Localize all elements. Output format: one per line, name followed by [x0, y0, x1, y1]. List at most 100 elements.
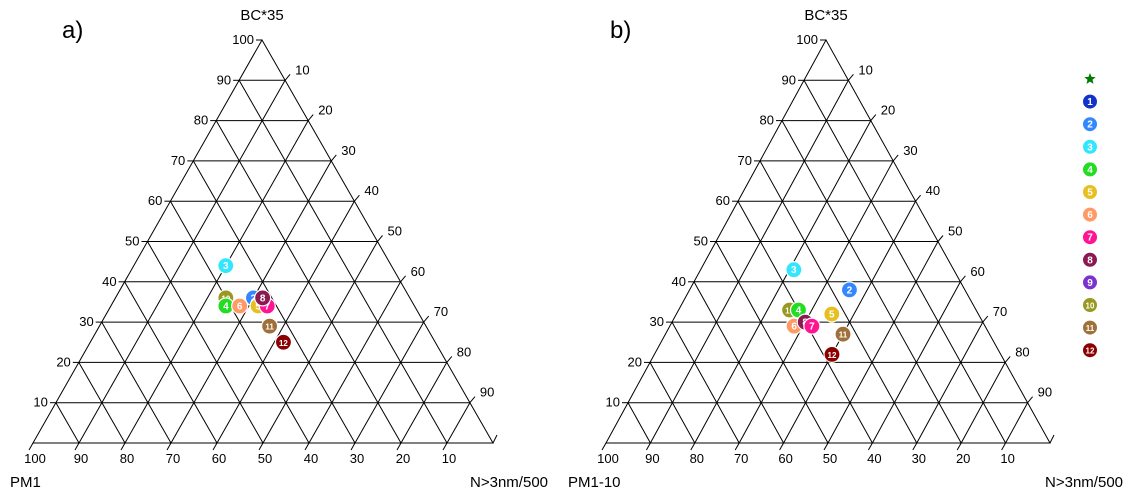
gridline-pm: [147, 241, 264, 444]
tick-label-bc: 10: [33, 395, 47, 410]
tick-right: [982, 315, 989, 323]
gridline-n: [960, 362, 1006, 444]
legend-marker-11: [1083, 320, 1097, 335]
data-point-12: [823, 345, 841, 363]
tick-label-pm: 30: [912, 451, 926, 466]
tick-bottom: [350, 442, 356, 451]
tick-bottom: [120, 442, 126, 451]
tick-label-bc: 80: [194, 113, 208, 128]
data-point-label: 7: [264, 301, 270, 312]
tick-right: [492, 434, 498, 444]
tick-label-n: 70: [434, 304, 448, 319]
legend-label: 8: [1087, 255, 1093, 266]
legend-label: 5: [1087, 188, 1093, 199]
gridline-pm: [238, 80, 448, 444]
tick-bottom: [396, 442, 402, 451]
tick-label-bc: 50: [694, 234, 708, 249]
tick-label-bc: 20: [628, 354, 642, 369]
tick-label-pm: 30: [350, 451, 364, 466]
tick-bottom: [442, 442, 448, 451]
ternary-chart-a: 10 20 30 40 50 60 70 80 90 100 10 20 30 40 50 60 70 80 90 1…: [10, 7, 548, 491]
tick-bottom: [956, 442, 962, 451]
legend-star-icon: [1084, 73, 1096, 84]
tick-bottom: [645, 442, 651, 451]
panel-label: b): [610, 17, 631, 44]
legend-label: 1: [1087, 97, 1093, 108]
tick-right: [354, 194, 360, 202]
tick-label-n: 50: [948, 224, 962, 239]
legend-label: 11: [1086, 324, 1095, 333]
tick-right: [870, 114, 877, 121]
tick-label-n: 30: [903, 143, 917, 158]
tick-label-bc: 30: [79, 314, 93, 329]
legend-label: 7: [1087, 233, 1093, 244]
data-point-label: 4: [796, 306, 802, 317]
tick-label-bc: 20: [56, 354, 70, 369]
tick-label-n: 80: [1015, 344, 1029, 359]
legend-marker-12: [1083, 343, 1097, 358]
tick-bottom: [690, 442, 696, 451]
tick-bottom: [601, 442, 607, 451]
tick-right: [423, 315, 430, 323]
tick-label-bc: 80: [760, 113, 774, 128]
tick-bottom: [779, 442, 785, 451]
ternary-chart-b: 10 20 30 40 50 60 70 80 90 100 10 20 30 40 50 60 70 80 90 1…: [568, 7, 1123, 491]
legend-marker-8: [1083, 252, 1097, 267]
tick-label-bc: 50: [125, 234, 139, 249]
data-point-label: 7: [809, 322, 815, 333]
gridline-n: [308, 281, 402, 444]
tick-label-bc: 40: [102, 274, 116, 289]
tick-label-n: 90: [480, 385, 494, 400]
legend-marker-7: [1083, 230, 1097, 245]
legend-label: 12: [1086, 347, 1095, 356]
legend-label: 3: [1087, 142, 1093, 153]
tick-label-bc: 10: [606, 395, 620, 410]
gridline-pm: [671, 321, 740, 444]
legend-marker-6: [1083, 207, 1097, 222]
axis-label-right: N>3nm/500: [1045, 474, 1123, 491]
tick-right: [330, 154, 337, 162]
legend-label: 4: [1087, 165, 1093, 176]
legend-label: 2: [1087, 120, 1093, 131]
gridline-pm: [124, 281, 218, 444]
tick-label-pm: 80: [120, 451, 134, 466]
tick-right: [400, 275, 406, 283]
tick-bottom: [912, 442, 918, 451]
data-point-label: 4: [223, 301, 229, 312]
tick-right: [960, 275, 966, 283]
data-point-label: 3: [223, 261, 229, 272]
gridline-pm: [649, 362, 696, 444]
data-point-8: [254, 289, 272, 307]
legend-marker-4: [1083, 162, 1097, 177]
tick-label-bc: 100: [232, 32, 254, 47]
tick-label-pm: 90: [74, 451, 88, 466]
legend-marker-9: [1083, 275, 1097, 290]
legend-marker-2: [1083, 117, 1097, 132]
tick-label-n: 20: [318, 103, 332, 118]
gridline-pm: [101, 321, 172, 444]
grid-lines: [28, 38, 498, 451]
gridline-n: [78, 80, 286, 444]
legend-marker-5: [1083, 185, 1097, 199]
tick-bottom: [823, 442, 829, 451]
tick-label-bc: 70: [738, 153, 752, 168]
tick-label-pm: 10: [1000, 451, 1014, 466]
gridline-pm: [78, 362, 126, 444]
legend-label: 9: [1087, 278, 1093, 289]
axis-label-top: BC*35: [804, 7, 847, 24]
gridline-n: [738, 160, 894, 444]
tick-bottom: [1001, 442, 1007, 451]
axis-label-top: BC*35: [240, 7, 283, 24]
tick-bottom: [304, 442, 310, 451]
gridline-pm: [55, 402, 80, 444]
tick-label-n: 50: [388, 224, 402, 239]
tick-right: [1004, 356, 1011, 363]
tick-bottom: [258, 442, 264, 451]
tick-label-n: 90: [1038, 385, 1052, 400]
tick-label-pm: 10: [442, 451, 456, 466]
tick-label-pm: 40: [304, 451, 318, 466]
gridline-n: [354, 321, 425, 444]
tick-label-bc: 40: [672, 274, 686, 289]
tick-bottom: [28, 442, 34, 451]
